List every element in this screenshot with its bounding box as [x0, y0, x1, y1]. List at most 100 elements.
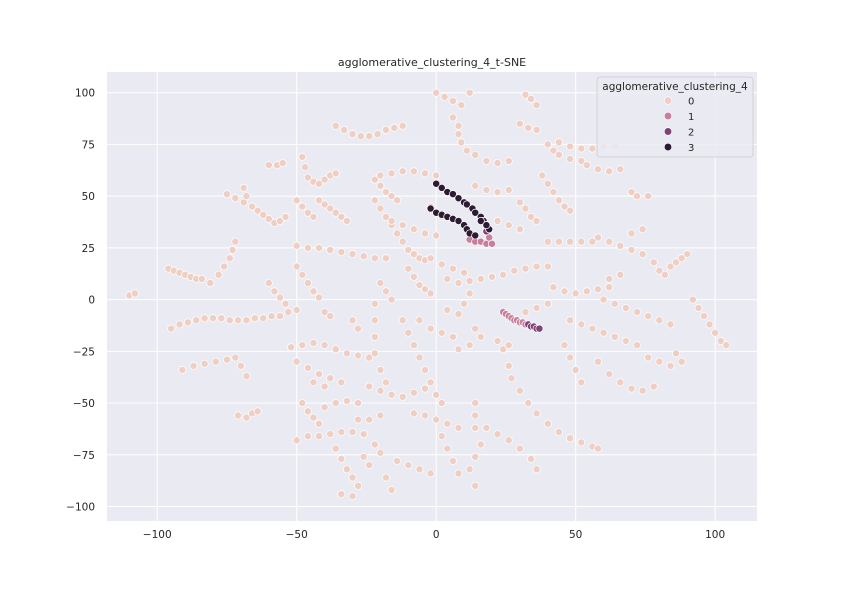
- data-point: [298, 341, 307, 350]
- data-point: [582, 161, 591, 170]
- data-point: [409, 250, 418, 259]
- data-point: [342, 397, 351, 405]
- data-point: [549, 146, 558, 155]
- data-point: [471, 452, 480, 461]
- data-point: [432, 415, 441, 424]
- data-point: [594, 233, 602, 242]
- data-point: [183, 318, 192, 327]
- data-point: [532, 125, 541, 134]
- legend-marker: [663, 142, 673, 152]
- data-point: [582, 287, 591, 296]
- data-point: [627, 229, 636, 238]
- legend-box: [596, 76, 754, 158]
- data-point: [206, 279, 215, 288]
- data-point: [342, 217, 351, 225]
- data-point: [370, 440, 379, 449]
- data-point: [167, 324, 176, 333]
- legend-marker: [663, 96, 673, 105]
- data-point: [348, 492, 357, 501]
- data-point: [281, 212, 290, 221]
- data-point: [627, 188, 636, 196]
- data-point: [337, 454, 346, 463]
- data-point: [214, 270, 223, 279]
- data-point: [200, 314, 209, 323]
- data-point: [239, 183, 248, 192]
- data-point: [292, 305, 301, 314]
- data-point: [432, 179, 441, 188]
- data-point: [315, 179, 323, 188]
- data-point: [566, 434, 575, 443]
- data-point: [493, 217, 502, 225]
- data-point: [515, 119, 524, 128]
- data-point: [443, 305, 452, 314]
- data-point: [504, 341, 513, 350]
- data-point: [309, 287, 318, 296]
- data-point: [387, 486, 396, 494]
- data-point: [465, 88, 474, 97]
- x-tick-label: −50: [286, 529, 308, 541]
- data-point: [267, 312, 276, 321]
- data-point: [292, 357, 301, 366]
- data-point: [301, 163, 310, 172]
- data-point: [554, 138, 563, 147]
- data-point: [331, 444, 340, 453]
- data-point: [178, 366, 187, 374]
- data-point: [354, 399, 363, 408]
- data-point: [521, 264, 530, 273]
- data-point: [370, 175, 379, 184]
- data-point: [633, 192, 641, 201]
- data-point: [303, 363, 312, 372]
- data-point: [276, 217, 284, 225]
- data-point: [387, 192, 396, 201]
- data-point: [465, 465, 474, 474]
- data-point: [493, 159, 502, 167]
- data-point: [566, 142, 575, 151]
- data-point: [276, 293, 284, 302]
- data-point: [197, 274, 206, 283]
- data-point: [532, 217, 541, 225]
- data-point: [315, 432, 323, 441]
- data-point: [454, 310, 463, 319]
- data-point: [493, 430, 502, 439]
- data-point: [382, 254, 390, 263]
- data-point: [421, 169, 429, 178]
- y-tick-label: 100: [75, 88, 95, 100]
- data-point: [471, 324, 480, 333]
- data-point: [225, 254, 234, 263]
- data-point: [549, 283, 558, 292]
- legend: agglomerative_clustering_4 0 1 2 3: [596, 76, 754, 158]
- data-point: [465, 277, 474, 285]
- data-point: [303, 208, 312, 217]
- data-point: [320, 175, 329, 184]
- data-point: [649, 382, 658, 391]
- data-point: [560, 202, 569, 211]
- data-point: [398, 316, 407, 325]
- data-point: [242, 372, 251, 381]
- data-point: [348, 130, 357, 139]
- data-point: [315, 243, 323, 252]
- data-point: [527, 94, 535, 103]
- legend-marker: [663, 111, 673, 121]
- data-point: [655, 357, 664, 366]
- data-point: [234, 316, 243, 325]
- data-point: [209, 314, 217, 323]
- data-point: [532, 303, 541, 312]
- data-point: [448, 113, 457, 122]
- data-points: [125, 88, 731, 501]
- data-point: [320, 382, 329, 391]
- data-point: [535, 324, 544, 333]
- data-point: [248, 202, 257, 211]
- data-point: [443, 444, 452, 453]
- data-point: [448, 264, 457, 273]
- data-point: [532, 262, 541, 271]
- data-point: [465, 341, 474, 350]
- data-point: [303, 173, 312, 182]
- data-point: [633, 308, 641, 316]
- data-point: [348, 316, 357, 325]
- data-point: [594, 357, 602, 366]
- data-point: [278, 159, 287, 167]
- data-point: [354, 415, 363, 424]
- data-point: [370, 316, 379, 325]
- data-point: [510, 266, 519, 275]
- data-point: [577, 237, 586, 246]
